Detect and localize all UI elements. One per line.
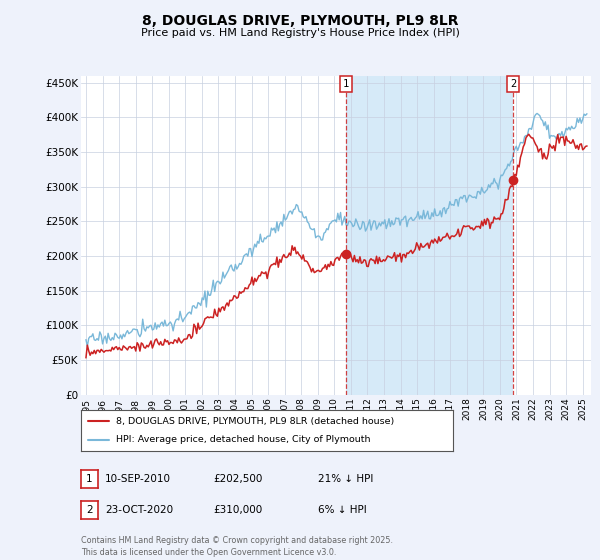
Text: Contains HM Land Registry data © Crown copyright and database right 2025.
This d: Contains HM Land Registry data © Crown c… (81, 536, 393, 557)
Text: 8, DOUGLAS DRIVE, PLYMOUTH, PL9 8LR: 8, DOUGLAS DRIVE, PLYMOUTH, PL9 8LR (142, 14, 458, 28)
Text: £202,500: £202,500 (213, 474, 262, 484)
Text: 23-OCT-2020: 23-OCT-2020 (105, 505, 173, 515)
Text: £310,000: £310,000 (213, 505, 262, 515)
Text: 21% ↓ HPI: 21% ↓ HPI (318, 474, 373, 484)
Text: 10-SEP-2010: 10-SEP-2010 (105, 474, 171, 484)
Text: HPI: Average price, detached house, City of Plymouth: HPI: Average price, detached house, City… (116, 436, 371, 445)
Text: 6% ↓ HPI: 6% ↓ HPI (318, 505, 367, 515)
Text: 2: 2 (86, 505, 93, 515)
Text: 1: 1 (343, 79, 349, 89)
Text: 8, DOUGLAS DRIVE, PLYMOUTH, PL9 8LR (detached house): 8, DOUGLAS DRIVE, PLYMOUTH, PL9 8LR (det… (116, 417, 395, 426)
Text: Price paid vs. HM Land Registry's House Price Index (HPI): Price paid vs. HM Land Registry's House … (140, 28, 460, 38)
Text: 2: 2 (510, 79, 517, 89)
Bar (346, 76, 513, 395)
Text: 1: 1 (86, 474, 93, 484)
